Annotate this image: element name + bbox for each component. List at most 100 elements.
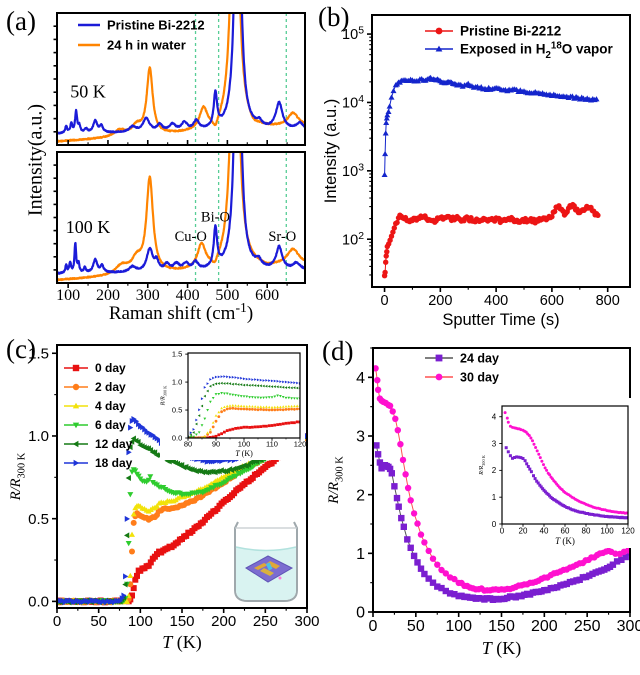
x-tick-label: 80 bbox=[582, 527, 591, 536]
legend-label-12-day: 12 day bbox=[95, 437, 133, 451]
chip-contact bbox=[265, 562, 273, 571]
y-tick-label: 103 bbox=[342, 162, 364, 180]
y-tick-label: 3 bbox=[492, 439, 497, 448]
series-18-day bbox=[188, 375, 300, 437]
y-tick-label: 2 bbox=[492, 466, 497, 475]
x-tick-label: 800 bbox=[596, 293, 620, 309]
series-pristine-bi-2212 bbox=[57, 152, 305, 275]
x-tick-label: 150 bbox=[488, 618, 515, 635]
series-pristine-bi-2212 bbox=[381, 201, 601, 279]
x-tick-label: 110 bbox=[266, 440, 278, 449]
y-tick-label: 1.5 bbox=[172, 350, 182, 359]
annotation-50-k: 50 K bbox=[70, 81, 106, 101]
y-tick-label: 104 bbox=[342, 94, 364, 112]
x-tick-label: 300 bbox=[617, 618, 640, 635]
legend-label-0-day: 0 day bbox=[95, 361, 126, 375]
x-tick-label: 40 bbox=[540, 527, 549, 536]
inset-background bbox=[478, 398, 638, 548]
x-tick-label: 100 bbox=[128, 613, 153, 630]
plot-series bbox=[373, 365, 630, 603]
beaker-glass bbox=[234, 521, 298, 602]
y-tick-label: 105 bbox=[342, 26, 364, 44]
y-axis-label: R/R300 K bbox=[479, 454, 486, 476]
annotation-100-k: 100 K bbox=[66, 217, 111, 237]
series-24-day bbox=[504, 446, 628, 520]
annotation-sr-o: Sr-O bbox=[268, 229, 296, 245]
legend: Pristine Bi-2212 24 h in water bbox=[78, 18, 205, 53]
x-axis-label: T (K) bbox=[555, 536, 575, 546]
x-tick-label: 0 bbox=[53, 613, 61, 630]
y-axis-label: R/R300 K bbox=[326, 456, 345, 505]
x-tick-label: 120 bbox=[294, 440, 307, 449]
x-tick-label: 50 bbox=[407, 618, 425, 635]
annotation-bi-o: Bi-O bbox=[201, 209, 230, 225]
x-tick-label: 200 bbox=[428, 293, 452, 309]
x-tick-label: 0 bbox=[369, 618, 378, 635]
x-tick-label: 200 bbox=[531, 618, 558, 635]
x-axis-label: Sputter Time (s) bbox=[442, 311, 559, 329]
beaker-illustration bbox=[234, 521, 298, 602]
x-tick-label: 90 bbox=[212, 440, 220, 449]
x-tick-label: 250 bbox=[253, 613, 278, 630]
x-tick-label: 300 bbox=[136, 287, 160, 304]
y-tick-label: 0 bbox=[492, 520, 497, 529]
x-tick-label: 200 bbox=[211, 613, 236, 630]
x-tick-label: 150 bbox=[169, 613, 194, 630]
chart-raman-50k: 50 K Pristine Bi-2212 24 h in water bbox=[53, 12, 306, 146]
series-pristine-bi-2212 bbox=[57, 13, 305, 135]
inset-background bbox=[160, 348, 305, 460]
x-tick-label: 400 bbox=[484, 293, 508, 309]
y-axis-label: R/R300 K bbox=[161, 385, 168, 407]
x-tick-label: 50 bbox=[90, 613, 107, 630]
chip-marker-dot bbox=[278, 576, 282, 580]
legend-label-24-day: 24 day bbox=[460, 351, 499, 365]
chart-inset-transition: 80 90 100 110 120 0.0 0.5 1.0 1.5 T (K) R/R300 K bbox=[160, 348, 307, 460]
y-tick-label: 3 bbox=[356, 429, 365, 446]
x-axis-label: Raman shift (cm-1) bbox=[109, 300, 253, 324]
y-tick-label: 1 bbox=[356, 546, 365, 563]
liquid-surface bbox=[235, 546, 297, 552]
x-tick-label: 120 bbox=[621, 527, 635, 536]
series-exposed-in-h-2-18-o-vapor bbox=[381, 74, 600, 178]
y-axis-label: Intensity (a.u.) bbox=[322, 99, 340, 204]
y-tick-label: 0.0 bbox=[28, 594, 49, 611]
series-24-day bbox=[373, 442, 630, 603]
y-tick-label: 4 bbox=[356, 370, 365, 387]
panel-label-c: (c) bbox=[6, 334, 36, 364]
x-tick-label: 80 bbox=[184, 440, 192, 449]
y-tick-label: 102 bbox=[342, 231, 364, 249]
x-tick-label: 60 bbox=[561, 527, 570, 536]
axes-frame bbox=[371, 14, 631, 288]
series-30-day bbox=[503, 411, 628, 515]
panel-label-a: (a) bbox=[6, 6, 36, 36]
chart-sims-profile: 0 200 400 600 800 102 103 104 105 Sputter Time (s… bbox=[322, 14, 631, 329]
plot-series bbox=[503, 411, 628, 520]
y-tick-label: 4 bbox=[492, 413, 497, 422]
x-tick-label: 300 bbox=[294, 613, 319, 630]
plot-series bbox=[381, 74, 601, 279]
x-axis-label: T (K) bbox=[482, 638, 522, 659]
chart-inset-lowtemp: 0 20 40 60 80 100 120 0 1 2 3 4 T (K) R/R300 K bbox=[478, 398, 638, 548]
x-tick-label: 100 bbox=[56, 287, 80, 304]
x-tick-label: 400 bbox=[176, 287, 200, 304]
y-tick-label: 1.0 bbox=[28, 428, 49, 445]
legend-label-pristine-bi-2212: Pristine Bi-2212 bbox=[460, 24, 561, 39]
y-tick-label: 0.5 bbox=[28, 511, 49, 528]
x-tick-label: 100 bbox=[238, 440, 251, 449]
legend-label-6-day: 6 day bbox=[95, 418, 126, 432]
series-12-day bbox=[188, 381, 300, 438]
legend-label-18-day: 18 day bbox=[95, 456, 133, 470]
plot-series bbox=[188, 375, 300, 438]
x-tick-label: 600 bbox=[540, 293, 564, 309]
x-tick-label: 500 bbox=[215, 287, 239, 304]
legend-label-4-day: 4 day bbox=[95, 399, 126, 413]
legend-label-exposed-in-h-2-18-o-vapor: Exposed in H218O vapor bbox=[460, 41, 613, 61]
series-0-day bbox=[188, 420, 300, 438]
plot-series bbox=[57, 152, 305, 282]
x-tick-label: 0 bbox=[500, 527, 505, 536]
x-tick-label: 0 bbox=[381, 293, 389, 309]
legend-label-30-day: 30 day bbox=[460, 370, 499, 384]
y-tick-label: 1.5 bbox=[28, 346, 49, 363]
